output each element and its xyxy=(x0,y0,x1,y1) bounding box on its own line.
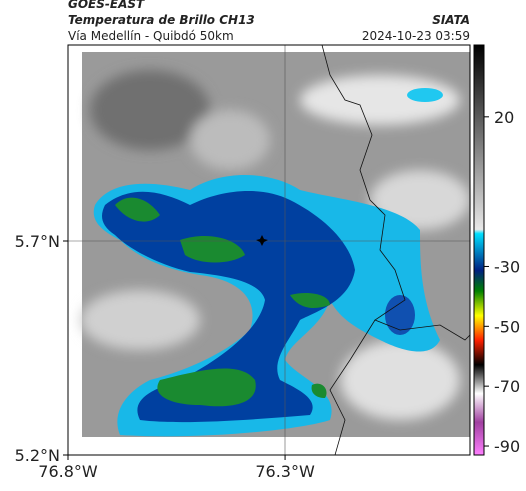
lat-label: 5.2°N xyxy=(15,446,60,465)
colorbar-label: 20 xyxy=(494,108,514,127)
region: Vía Medellín - Quibdó 50km xyxy=(68,29,234,43)
lon-label: 76.3°W xyxy=(255,462,315,481)
source: GOES-EAST xyxy=(68,0,145,11)
lon-label: 76.8°W xyxy=(38,462,98,481)
colorbar-label: -50 xyxy=(494,317,520,336)
colorbar-label: -90 xyxy=(494,437,520,456)
colorbar xyxy=(473,44,485,456)
ticks: 5.7°N 5.2°N76.8°W 76.3°W 20 -30 -50 -70 -90 xyxy=(15,108,521,481)
agency: SIATA xyxy=(432,13,470,27)
satellite-image xyxy=(67,44,471,456)
colorbar-label: -70 xyxy=(494,377,520,396)
product: Temperatura de Brillo CH13 xyxy=(68,13,255,27)
timestamp: 2024-10-23 03:59 xyxy=(362,29,470,43)
lat-label: 5.7°N xyxy=(15,232,60,251)
colorbar-label: -30 xyxy=(494,257,520,276)
